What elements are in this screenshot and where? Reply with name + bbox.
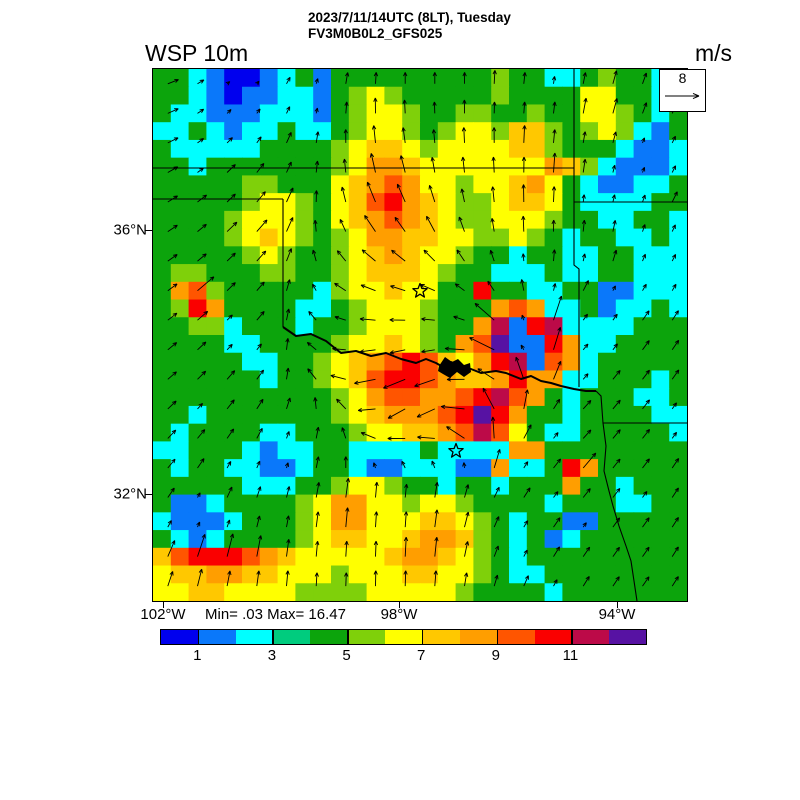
star-marker	[448, 442, 464, 458]
lat-tick	[145, 229, 152, 231]
colorbar-segment	[199, 630, 236, 644]
map-plot-area	[152, 68, 688, 602]
colorbar-tick	[421, 630, 424, 644]
title-date-line: 2023/7/11/14UTC (8LT), Tuesday	[308, 10, 511, 25]
colorbar	[160, 629, 647, 645]
minmax-stats: Min= .03 Max= 16.47	[205, 606, 346, 623]
colorbar-segment	[273, 630, 311, 644]
lat-tick-label: 36°N	[113, 221, 147, 239]
colorbar-segment	[385, 630, 422, 644]
lat-tick	[145, 493, 152, 495]
units-label: m/s	[695, 40, 733, 66]
colorbar-tick	[347, 630, 349, 644]
lon-tick	[162, 601, 164, 608]
title-block: 2023/7/11/14UTC (8LT), Tuesday FV3M0B0L2…	[308, 10, 511, 42]
colorbar-tick-label: 1	[193, 647, 202, 664]
reference-arrow-icon	[665, 92, 700, 100]
colorbar-segment	[235, 630, 273, 644]
colorbar-segment	[572, 630, 610, 644]
lon-tick-label: 94°W	[598, 606, 636, 623]
colorbar-tick	[571, 630, 573, 644]
lon-tick-label: 102°W	[140, 606, 186, 623]
title-model-line: FV3M0B0L2_GFS025	[308, 26, 443, 41]
colorbar-tick	[197, 630, 200, 644]
wind-speed-heatmap	[153, 69, 687, 601]
reference-vector-box: 8	[659, 69, 706, 112]
colorbar-segment	[310, 630, 348, 644]
colorbar-segment	[498, 630, 535, 644]
colorbar-tick-label: 5	[342, 647, 351, 664]
variable-label: WSP 10m	[145, 40, 249, 66]
colorbar-tick-label: 11	[562, 647, 579, 664]
lon-tick	[398, 601, 400, 608]
colorbar-segment	[459, 630, 497, 644]
colorbar-segment	[609, 630, 647, 644]
colorbar-tick-label: 9	[491, 647, 500, 664]
colorbar-segment	[423, 630, 460, 644]
colorbar-tick	[272, 630, 274, 644]
star-marker	[412, 282, 428, 298]
colorbar-tick-label: 3	[267, 647, 277, 664]
colorbar-segment	[348, 630, 386, 644]
lat-tick-label: 32°N	[113, 485, 147, 503]
colorbar-tick-label: 7	[416, 647, 426, 664]
colorbar-segment	[534, 630, 572, 644]
colorbar-segment	[161, 630, 198, 644]
colorbar-tick	[496, 630, 498, 644]
lon-tick	[616, 601, 618, 608]
reference-vector-value: 8	[678, 70, 687, 86]
lon-tick-label: 98°W	[380, 606, 418, 623]
